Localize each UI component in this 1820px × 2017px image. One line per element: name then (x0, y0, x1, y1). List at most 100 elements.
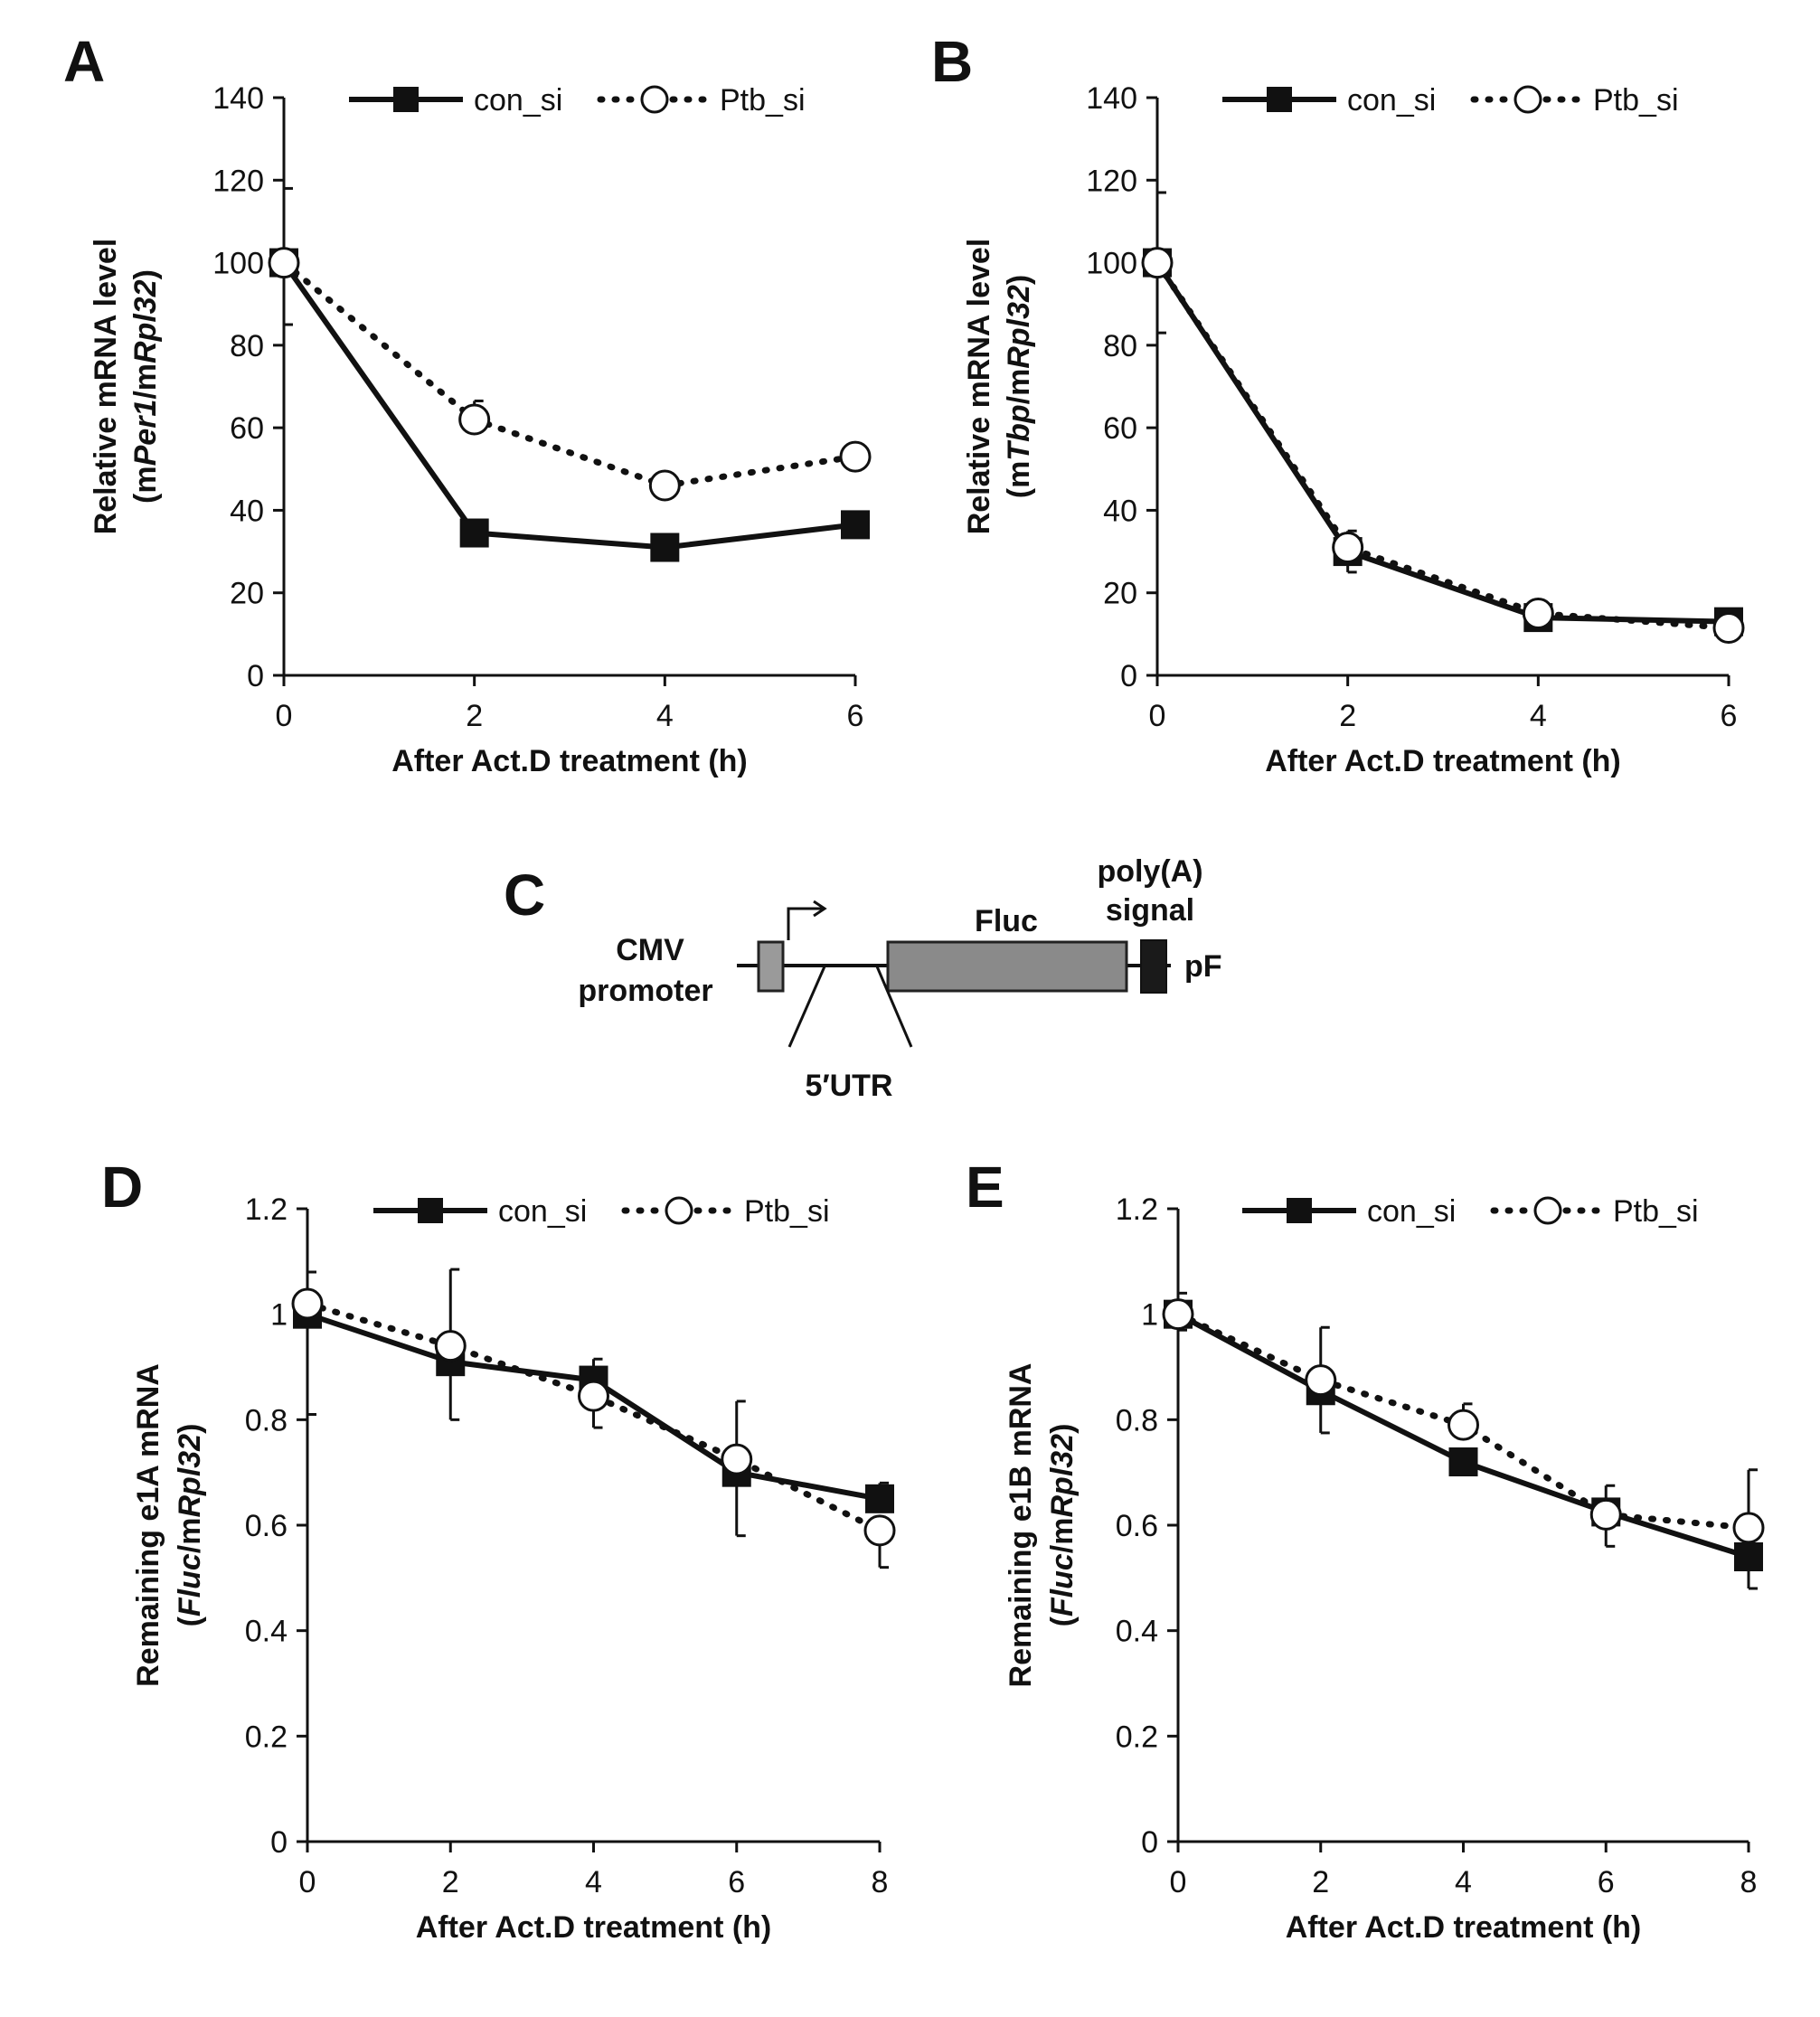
y-axis-title-part: Per1 (128, 400, 163, 467)
legend-label-con-si: con_si (1367, 1194, 1456, 1229)
y-axis-title-part: Rpl32 (1002, 285, 1036, 369)
marker-Ptb-si (1141, 247, 1174, 279)
y-tick-label: 0 (1120, 659, 1137, 693)
x-tick-label: 4 (656, 699, 674, 733)
y-axis-title-line1: Relative mRNA level (89, 239, 123, 535)
x-tick-label: 0 (299, 1865, 316, 1899)
panel-letter-d: D (101, 1155, 143, 1220)
x-tick-label: 0 (1170, 1865, 1187, 1899)
x-tick-label: 0 (1149, 699, 1166, 733)
marker-con-si (1448, 1447, 1478, 1476)
y-tick-label: 100 (212, 247, 264, 281)
x-tick-label: 6 (1598, 1865, 1615, 1899)
y-axis-title-line2: (mTbp/mRpl32) (1002, 275, 1036, 498)
marker-Ptb-si (648, 469, 681, 502)
legend-label-con-si: con_si (498, 1194, 587, 1229)
y-tick-label: 1.2 (245, 1192, 288, 1227)
legend-label-ptb-si: Ptb_si (720, 83, 806, 118)
marker-Ptb-si (1448, 1409, 1479, 1441)
y-tick-label: 0.8 (245, 1403, 288, 1437)
x-tick-label: 8 (1740, 1865, 1758, 1899)
y-tick-label: 0.6 (1116, 1509, 1158, 1543)
x-tick-label: 4 (585, 1865, 602, 1899)
y-tick-label: 0.4 (245, 1615, 288, 1649)
y-tick-label: 0 (270, 1825, 288, 1860)
legend-marker-con-si (393, 87, 419, 112)
series-line-con-si (1155, 260, 1730, 625)
pf-label: pF (1184, 949, 1222, 984)
series-line-con-si (281, 260, 856, 551)
fluc-box (886, 940, 1128, 993)
y-axis-title-part: ) (173, 1424, 207, 1434)
chart-panel-a: A 0 20 40 60 80 100 120 140 0 2 4 6 After Act.D treat… (63, 29, 872, 778)
marker-con-si (865, 1484, 894, 1513)
y-tick-label: 120 (212, 164, 264, 198)
y-tick-label: 0 (1141, 1825, 1158, 1860)
x-axis-title: After Act.D treatment (h) (1286, 1910, 1642, 1945)
y-axis-title-line1: Remaining e1B mRNA (1004, 1363, 1038, 1688)
cmv-label-line1: CMV (616, 933, 684, 967)
y-tick-label: 0.8 (1116, 1403, 1158, 1437)
legend-marker-ptb-si (665, 1196, 693, 1225)
legend-marker-ptb-si (1514, 85, 1542, 114)
marker-con-si (650, 533, 680, 562)
marker-Ptb-si (839, 440, 872, 473)
marker-Ptb-si (434, 1330, 467, 1362)
y-axis-title-part: Tbp (1002, 404, 1036, 460)
marker-Ptb-si (1589, 1498, 1622, 1531)
polya-label-line1: poly(A) (1097, 854, 1202, 889)
y-tick-label: 20 (230, 577, 264, 611)
y-tick-label: 0.2 (245, 1720, 288, 1754)
legend-label-ptb-si: Ptb_si (744, 1194, 830, 1229)
y-axis-title-part: /m (1002, 369, 1036, 405)
panel-letter-e: E (966, 1155, 1004, 1220)
y-tick-label: 140 (1086, 81, 1137, 116)
y-axis-title-part: /m (128, 363, 163, 400)
x-tick-label: 2 (1312, 1865, 1329, 1899)
y-axis-title-part: ) (1045, 1424, 1080, 1434)
marker-Ptb-si (268, 247, 300, 279)
y-tick-label: 0 (247, 659, 264, 693)
y-axis-title-part: ) (128, 269, 163, 279)
y-tick-label: 60 (1103, 411, 1137, 446)
marker-Ptb-si (1162, 1298, 1194, 1331)
marker-Ptb-si (291, 1287, 324, 1320)
cmv-label-line2: promoter (578, 974, 712, 1008)
series-line-Ptb-si (280, 259, 859, 489)
y-tick-label: 40 (230, 494, 264, 528)
y-tick-label: 60 (230, 411, 264, 446)
y-axis-title-line2: (Fluc/mRpl32) (1045, 1424, 1080, 1627)
y-axis-title-line1: Relative mRNA level (962, 239, 996, 535)
x-tick-label: 6 (728, 1865, 745, 1899)
y-tick-label: 1 (270, 1298, 288, 1333)
marker-Ptb-si (1522, 598, 1554, 630)
marker-con-si (459, 518, 489, 548)
y-tick-label: 100 (1086, 247, 1137, 281)
y-axis-title-line2: (mPer1/mRpl32) (128, 269, 163, 504)
polya-label-line2: signal (1106, 893, 1194, 928)
fluc-label: Fluc (975, 904, 1038, 938)
y-tick-label: 1 (1141, 1298, 1158, 1333)
cmv-promoter-box (757, 940, 785, 993)
y-axis-title-line1: Remaining e1A mRNA (131, 1363, 165, 1687)
marker-Ptb-si (1305, 1364, 1337, 1397)
y-tick-label: 80 (1103, 329, 1137, 363)
y-tick-label: 0.4 (1116, 1615, 1158, 1649)
marker-Ptb-si (458, 403, 491, 436)
series-line-Ptb-si (1154, 259, 1732, 632)
panel-letter-b: B (931, 29, 973, 94)
legend-label-ptb-si: Ptb_si (1613, 1194, 1699, 1229)
utr-label: 5′UTR (806, 1069, 893, 1103)
y-axis-title-part: Rpl32 (173, 1434, 207, 1518)
y-tick-label: 1.2 (1116, 1192, 1158, 1227)
arrow-head-icon (813, 900, 827, 918)
x-tick-label: 4 (1530, 699, 1547, 733)
y-axis-title-part: Rpl32 (128, 279, 163, 363)
y-tick-label: 0.6 (245, 1509, 288, 1543)
x-axis-title: After Act.D treatment (h) (391, 744, 748, 778)
y-tick-label: 40 (1103, 494, 1137, 528)
marker-con-si (841, 510, 870, 540)
marker-Ptb-si (578, 1380, 609, 1412)
x-tick-label: 2 (466, 699, 483, 733)
